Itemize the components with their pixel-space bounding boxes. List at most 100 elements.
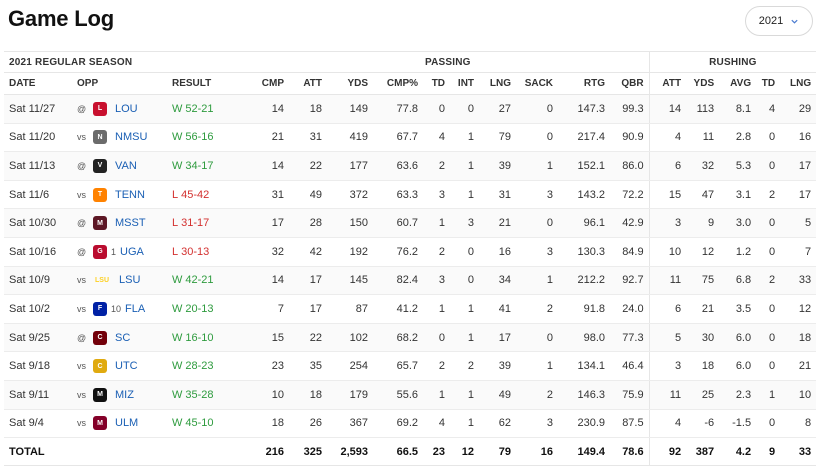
- rush-td: 1: [756, 380, 781, 410]
- opponent-cell: vs C UTC: [72, 351, 167, 381]
- game-score-link[interactable]: 31-17: [181, 217, 210, 230]
- season-label: 2021 REGULAR SEASON: [4, 51, 248, 73]
- int: 1: [450, 180, 480, 210]
- cmp-pct: 77.8: [373, 94, 424, 124]
- rush-lng: 16: [780, 123, 817, 153]
- opponent-link[interactable]: ULM: [115, 417, 139, 430]
- rush-td: 0: [756, 237, 781, 267]
- opponent-link[interactable]: UTC: [115, 360, 138, 373]
- total-rush-yds: 387: [686, 437, 720, 466]
- lng: 62: [479, 409, 517, 439]
- rush-yds: 18: [686, 351, 720, 381]
- rush-att: 3: [648, 351, 687, 381]
- rtg: 98.0: [558, 323, 611, 353]
- cmp: 14: [247, 94, 290, 124]
- total-cmp: 216: [247, 437, 290, 466]
- col-opp[interactable]: OPP: [72, 72, 167, 95]
- rush-yds: 32: [686, 151, 720, 181]
- team-logo-icon: G: [93, 244, 107, 259]
- rush-avg: 2.8: [719, 123, 757, 153]
- col-att[interactable]: ATT: [289, 72, 328, 95]
- game-score-link[interactable]: 16-10: [185, 331, 214, 344]
- opponent-link[interactable]: VAN: [115, 159, 137, 172]
- int: 1: [450, 380, 480, 410]
- col-yds[interactable]: YDS: [327, 72, 374, 95]
- opponent-link[interactable]: LOU: [115, 102, 138, 115]
- opponent-link[interactable]: NMSU: [115, 131, 148, 144]
- rtg: 91.8: [558, 294, 611, 324]
- game-date: Sat 9/11: [4, 380, 72, 410]
- td: 4: [423, 409, 451, 439]
- opponent-link[interactable]: SC: [115, 331, 131, 344]
- game-score-link[interactable]: 30-13: [181, 245, 210, 258]
- game-score-link[interactable]: 20-13: [185, 302, 214, 315]
- col-rush-att[interactable]: ATT: [648, 72, 687, 95]
- team-logo-icon: M: [93, 387, 107, 402]
- opponent-cell: @ C SC: [72, 323, 167, 353]
- col-rush-avg[interactable]: AVG: [719, 72, 757, 95]
- col-rush-yds[interactable]: YDS: [686, 72, 720, 95]
- cmp-pct: 63.3: [373, 180, 424, 210]
- qbr: 87.5: [610, 409, 650, 439]
- col-qbr[interactable]: QBR: [610, 72, 650, 95]
- lng: 79: [479, 123, 517, 153]
- td: 3: [423, 266, 451, 296]
- game-score-link[interactable]: 28-23: [185, 360, 214, 373]
- game-score-link[interactable]: 34-17: [185, 159, 214, 172]
- rush-att: 11: [648, 266, 687, 296]
- table-row: Sat 10/2 vs F 10 FLA W 20-13 7 17 87 41.2…: [4, 294, 817, 324]
- int: 2: [450, 351, 480, 381]
- season-select[interactable]: 2021: [745, 6, 813, 36]
- sack: 1: [516, 266, 559, 296]
- col-td[interactable]: TD: [423, 72, 451, 95]
- col-rush-lng[interactable]: LNG: [780, 72, 817, 95]
- col-rtg[interactable]: RTG: [558, 72, 611, 95]
- att: 26: [289, 409, 328, 439]
- opponent-link[interactable]: MSST: [115, 217, 146, 230]
- col-date[interactable]: DATE: [4, 72, 72, 95]
- game-score-link[interactable]: 56-16: [185, 131, 214, 144]
- col-cmp[interactable]: CMP: [247, 72, 290, 95]
- col-sack[interactable]: SACK: [516, 72, 559, 95]
- qbr: 84.9: [610, 237, 650, 267]
- game-score-link[interactable]: 35-28: [185, 388, 214, 401]
- page-title: Game Log: [8, 6, 114, 31]
- opponent-link[interactable]: MIZ: [115, 388, 134, 401]
- rush-td: 2: [756, 180, 781, 210]
- game-score-link[interactable]: 45-42: [181, 188, 210, 201]
- opponent-cell: @ G 1 UGA: [72, 237, 167, 267]
- game-date: Sat 9/4: [4, 409, 72, 439]
- game-score-link[interactable]: 45-10: [185, 417, 214, 430]
- col-rush-td[interactable]: TD: [756, 72, 781, 95]
- td: 3: [423, 180, 451, 210]
- game-date: Sat 11/13: [4, 151, 72, 181]
- td: 1: [423, 208, 451, 238]
- opponent-link[interactable]: FLA: [125, 302, 146, 315]
- rush-avg: 3.1: [719, 180, 757, 210]
- win-loss: W: [172, 388, 183, 401]
- win-loss: W: [172, 417, 183, 430]
- sack: 2: [516, 380, 559, 410]
- int: 0: [450, 266, 480, 296]
- col-int[interactable]: INT: [450, 72, 480, 95]
- qbr: 72.2: [610, 180, 650, 210]
- col-result[interactable]: RESULT: [167, 72, 248, 95]
- col-lng[interactable]: LNG: [479, 72, 517, 95]
- opponent-link[interactable]: TENN: [115, 188, 145, 201]
- opponent-link[interactable]: UGA: [120, 245, 144, 258]
- total-rush-avg: 4.2: [719, 437, 757, 466]
- rush-yds: 113: [686, 94, 720, 124]
- opponent-link[interactable]: LSU: [119, 274, 141, 287]
- col-cmp-pct[interactable]: CMP%: [373, 72, 424, 95]
- cmp-pct: 41.2: [373, 294, 424, 324]
- yds: 179: [327, 380, 374, 410]
- rush-yds: 47: [686, 180, 720, 210]
- cmp-pct: 68.2: [373, 323, 424, 353]
- total-rush-td: 9: [756, 437, 781, 466]
- game-date: Sat 11/6: [4, 180, 72, 210]
- game-score-link[interactable]: 52-21: [185, 102, 214, 115]
- cmp: 31: [247, 180, 290, 210]
- sack: 1: [516, 151, 559, 181]
- game-score-link[interactable]: 42-21: [185, 274, 214, 287]
- total-lng: 79: [479, 437, 517, 466]
